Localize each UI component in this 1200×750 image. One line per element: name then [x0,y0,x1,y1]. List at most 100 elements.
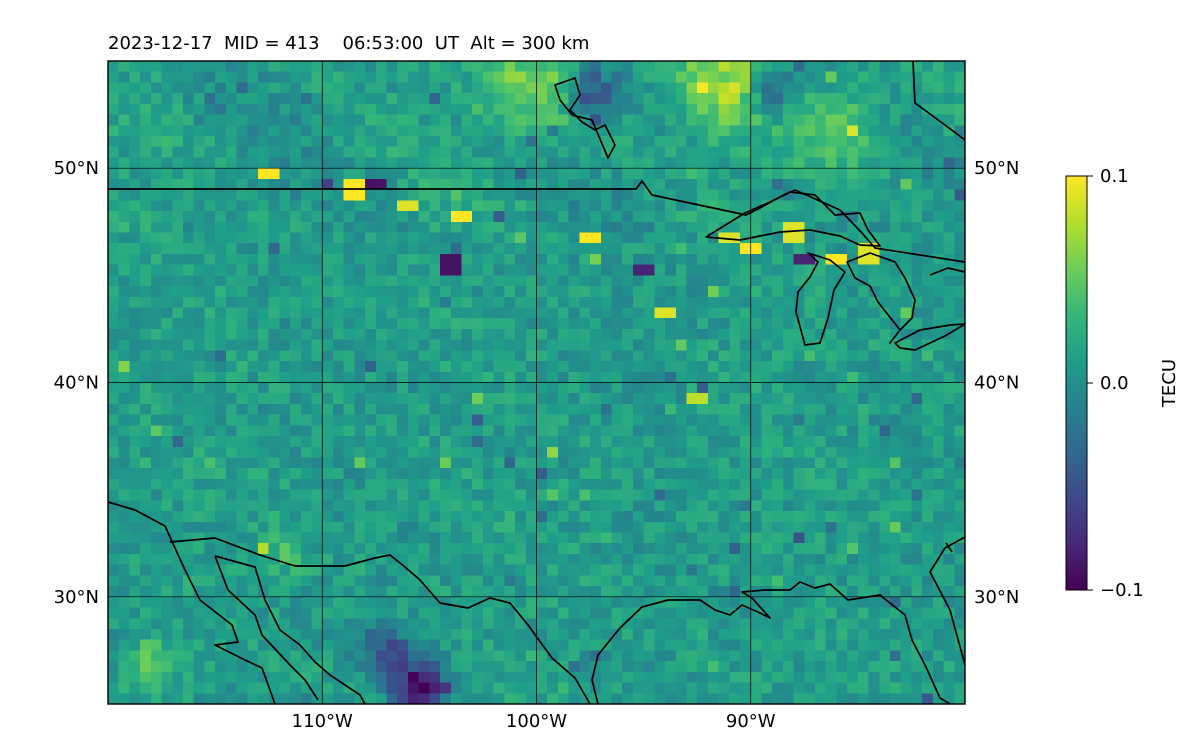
heat-cell [515,661,527,673]
heat-cell [697,157,709,169]
heat-cell [332,414,344,426]
heat-cell [922,93,934,105]
heat-cell [632,618,644,630]
heat-cell [911,253,923,265]
heat-cell [204,671,216,683]
heat-cell [332,532,344,544]
heat-cell [740,521,751,533]
heat-cell [761,146,773,158]
heat-cell [386,82,398,94]
heat-cell [911,553,923,565]
heat-cell [868,596,880,608]
heat-cell [247,275,259,287]
heat-cell [729,564,741,576]
heat-cell [847,178,859,190]
heat-cell [879,628,891,640]
heat-cell [472,232,484,244]
heat-cell [707,511,719,523]
heat-cell [322,671,334,683]
heat-cell [300,382,312,394]
heat-cell [932,125,944,137]
heat-cell [922,146,934,158]
heat-cell [836,468,848,480]
heat-cell [118,489,130,501]
heat-cell [622,146,634,158]
heat-cell [665,500,676,512]
heat-cell [879,457,891,469]
heat-cell [654,82,666,94]
heat-cell [557,232,569,244]
heat-cell [236,307,248,319]
heat-cell [450,500,462,512]
heat-cell [322,361,334,372]
heat-cell [879,136,891,147]
heat-cell [890,457,901,469]
heat-cell [386,93,398,105]
heat-cell [911,211,923,222]
heat-cell [322,521,334,533]
heat-cell [793,457,805,469]
heat-cell [193,232,205,244]
heat-cell [611,639,623,651]
heat-cell [590,575,601,587]
heat-cell [215,693,227,704]
heat-cell [343,575,355,587]
heat-cell [386,211,398,222]
heat-cell [268,532,280,544]
heat-cell [418,371,430,383]
heat-cell [204,661,216,673]
heat-cell [868,157,880,169]
heat-cell [782,221,794,233]
heat-cell [268,296,280,308]
heat-cell [782,628,794,640]
heat-cell [536,393,548,405]
heat-cell [547,114,559,126]
heat-cell [793,628,805,640]
heat-cell [365,275,377,287]
heat-cell [879,178,891,190]
heat-cell [632,178,644,190]
heat-cell [504,82,516,94]
heat-cell [793,489,805,501]
heat-cell [782,296,794,308]
heat-cell [450,532,462,544]
heat-cell [815,307,826,319]
heat-cell [129,253,141,265]
heat-cell [793,189,805,201]
heat-cell [375,682,387,694]
heat-cell [365,661,377,673]
heat-cell [740,178,751,190]
heat-cell [172,350,184,362]
heat-cell [172,596,184,608]
heat-cell [300,639,312,651]
heat-cell [611,618,623,630]
heat-cell [343,564,355,576]
heat-cell [547,339,559,351]
heat-cell [804,382,816,394]
heat-cell [172,478,184,490]
heat-cell [900,682,912,694]
heat-cell [172,436,184,448]
heat-cell [622,468,634,480]
heat-cell [515,478,527,490]
heat-cell [729,253,741,265]
heat-cell [322,489,334,501]
heat-cell [375,82,387,94]
heat-cell [193,71,205,83]
heat-cell [450,607,462,619]
heat-cell [654,671,666,683]
heat-cell [568,371,580,383]
heat-cell [804,628,816,640]
heat-cell [375,693,387,704]
heat-cell [557,221,569,233]
heat-cell [236,61,248,72]
map-panel [107,60,966,705]
heat-cell [665,382,676,394]
heat-cell [515,61,527,72]
heat-cell [847,71,859,83]
heat-cell [429,682,441,694]
heat-cell [665,532,676,544]
heat-cell [150,168,162,180]
heat-cell [675,243,687,255]
heat-cell [890,200,901,212]
